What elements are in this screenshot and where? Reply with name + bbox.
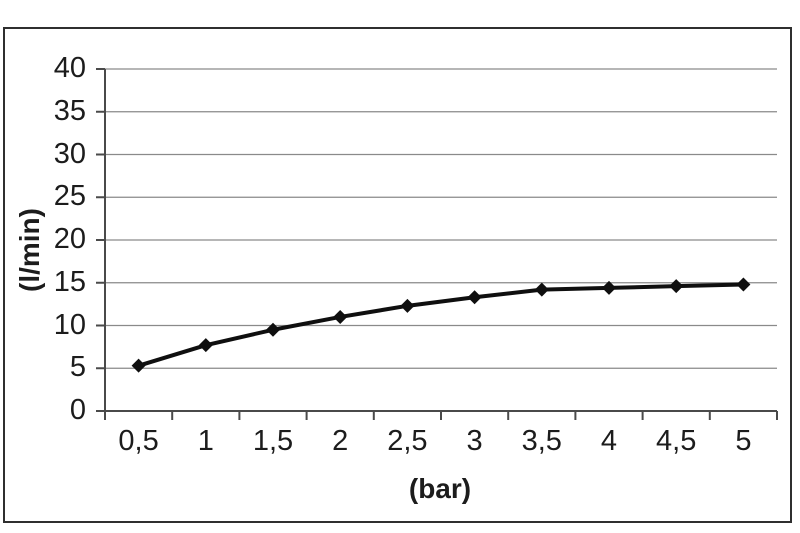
chart-frame <box>3 27 792 523</box>
x-tick-label: 1 <box>197 425 214 457</box>
x-axis-title: (bar) <box>408 473 472 504</box>
data-point-marker <box>669 279 684 294</box>
y-tick-label: 5 <box>69 351 86 384</box>
y-tick-label: 35 <box>53 94 86 127</box>
y-tick-label: 20 <box>53 223 86 255</box>
flow-curve <box>136 282 746 368</box>
x-tick-label: 4 <box>600 425 618 457</box>
data-point-marker <box>467 290 482 305</box>
data-point-marker <box>534 282 549 297</box>
y-tick-label: 40 <box>53 52 86 84</box>
y-tick-label: 15 <box>53 265 86 298</box>
data-point-marker <box>131 358 146 373</box>
x-tick-label: 2,5 <box>387 425 428 457</box>
y-axis-title: (l/min) <box>14 208 45 292</box>
x-tick-label: 4,5 <box>656 425 697 457</box>
x-tick-label: 0,5 <box>118 425 159 457</box>
data-point-marker <box>266 322 280 337</box>
data-point-marker <box>602 280 616 295</box>
y-tick-label: 30 <box>53 137 86 170</box>
data-point-marker <box>400 298 415 313</box>
x-tick-label: 5 <box>735 425 752 457</box>
x-tick-label: 3 <box>466 425 483 457</box>
y-tick-label: 10 <box>53 308 86 341</box>
y-tick-label: 0 <box>69 394 86 426</box>
y-tick-label: 25 <box>53 180 86 213</box>
x-tick-label: 1,5 <box>252 425 294 457</box>
x-tick-label: 2 <box>332 425 349 457</box>
data-point-marker <box>736 277 751 292</box>
data-point-marker <box>333 309 348 324</box>
data-point-marker <box>198 338 213 353</box>
x-tick-label: 3,5 <box>521 425 562 457</box>
